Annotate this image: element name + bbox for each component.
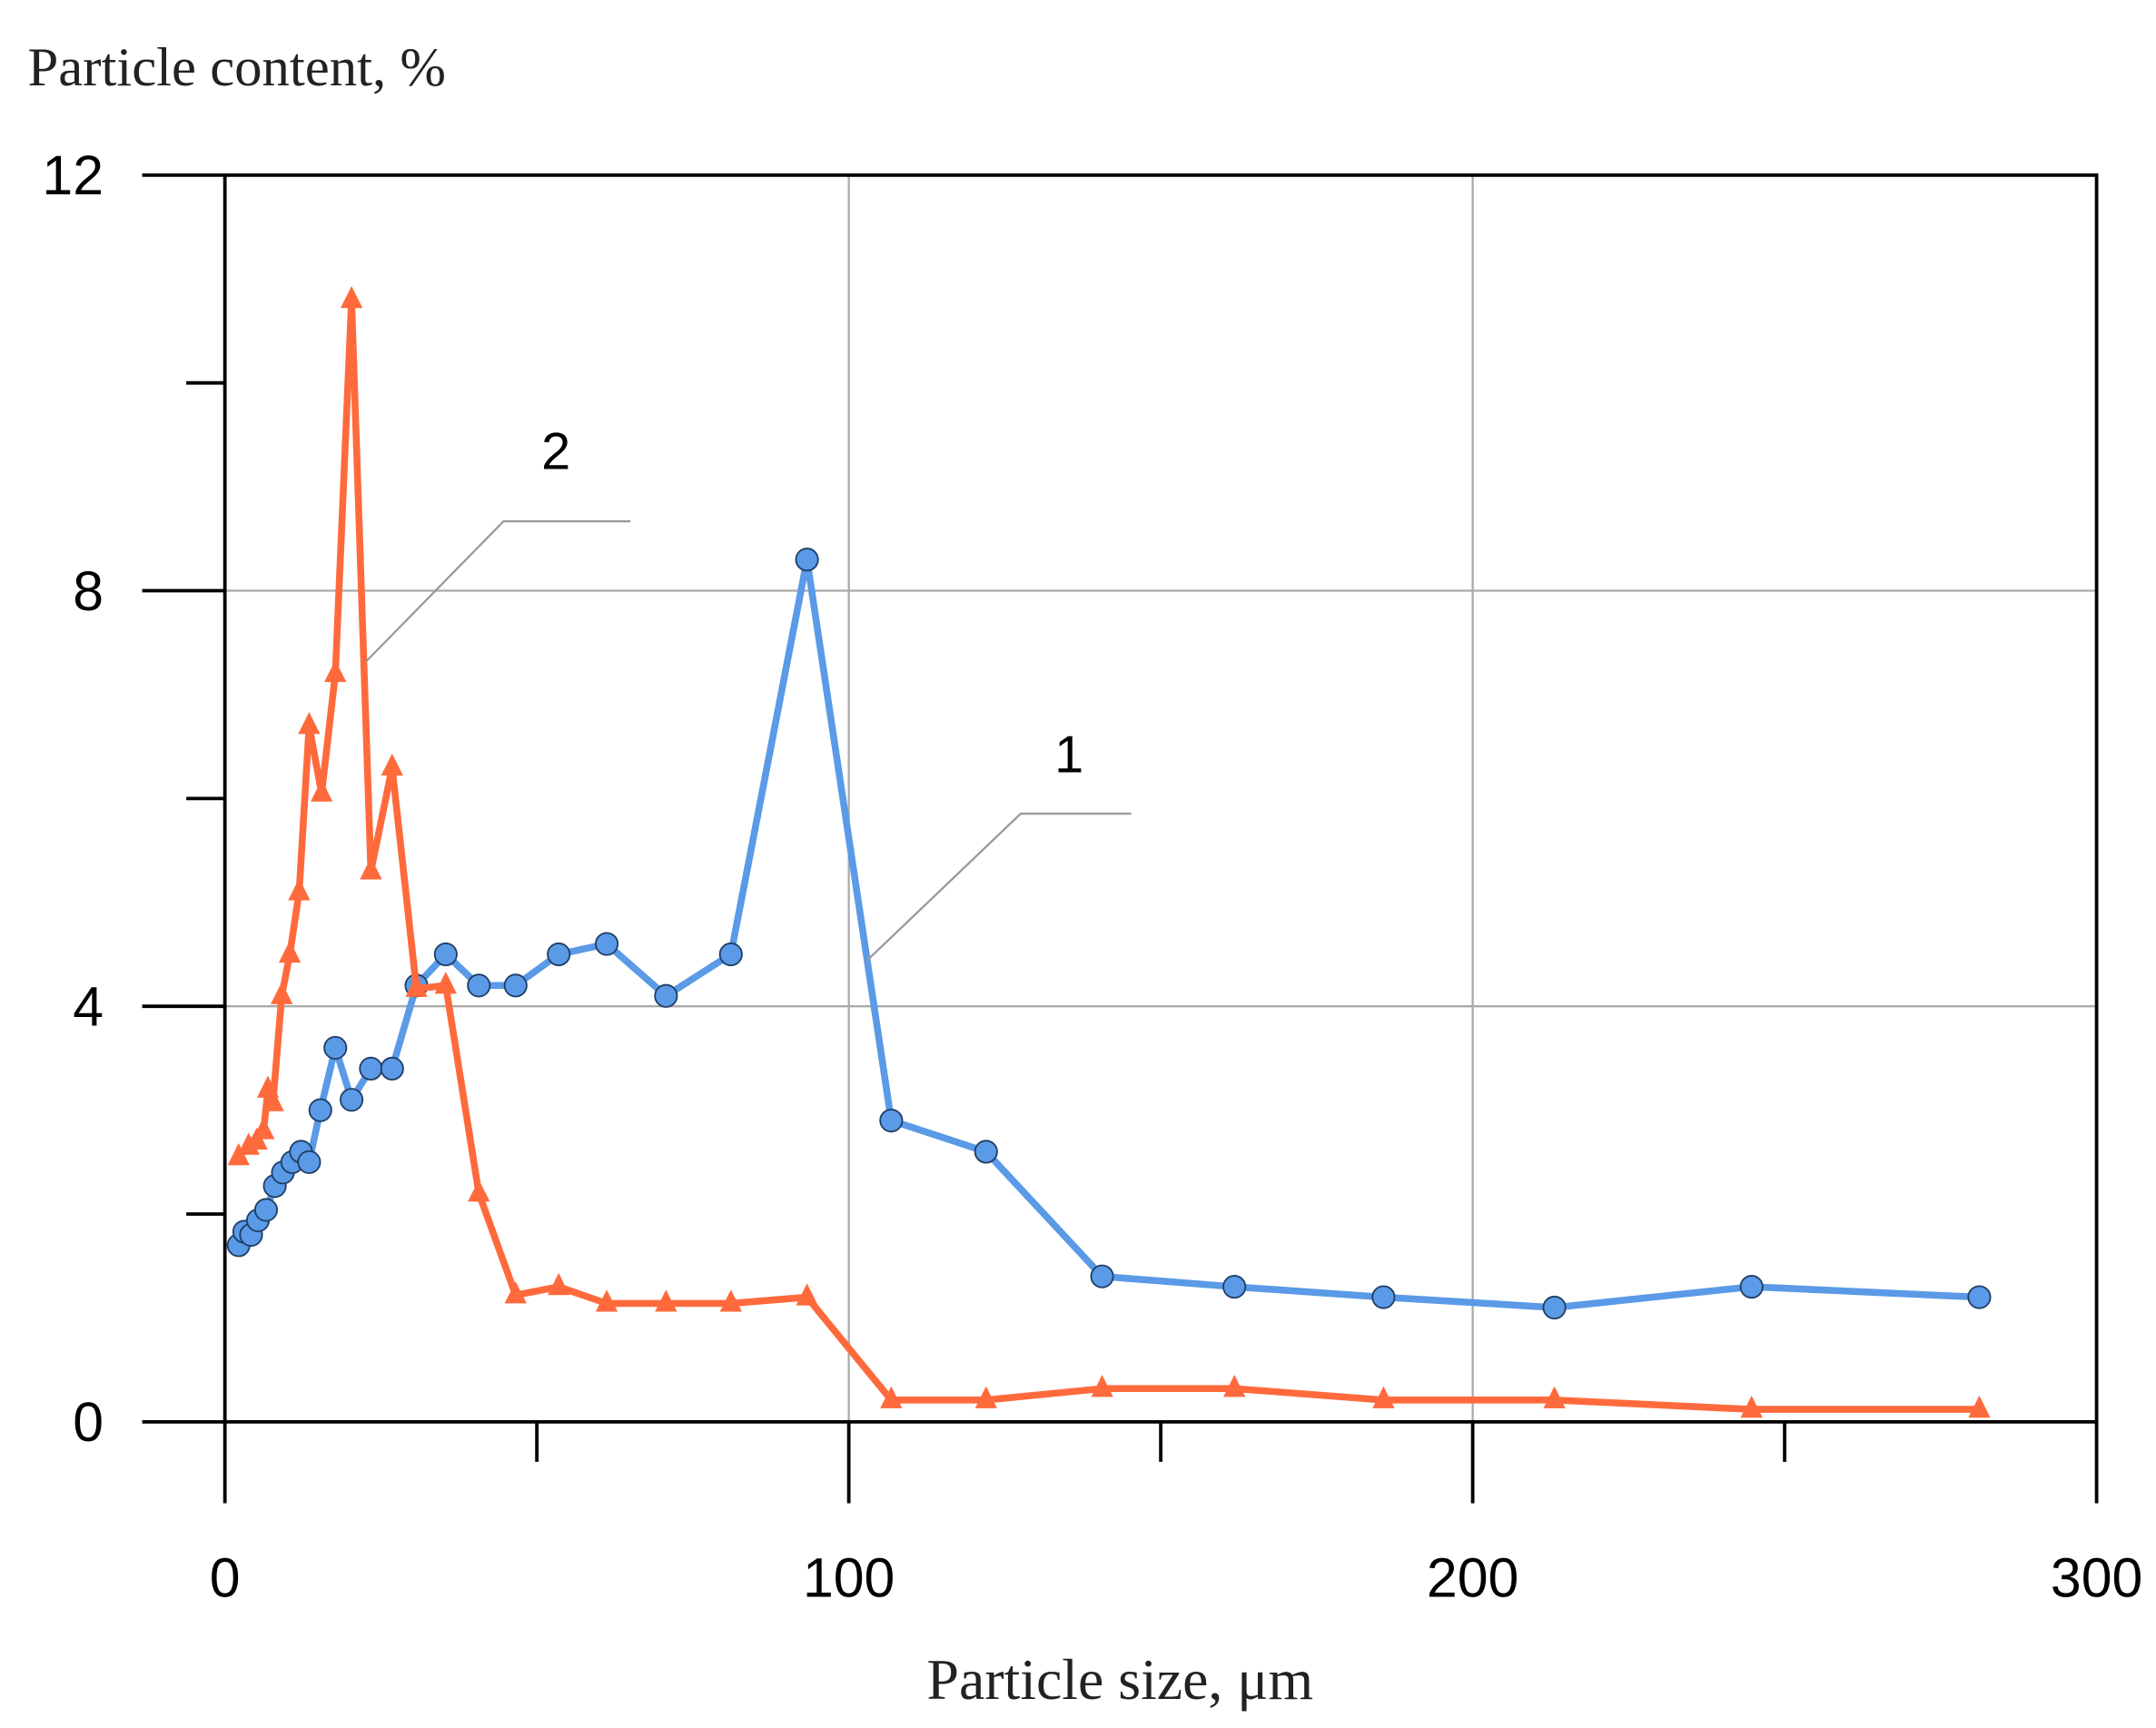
grid: [223, 173, 2098, 1423]
data-point: [288, 878, 311, 901]
data-point: [1543, 1386, 1566, 1408]
data-point: [595, 932, 619, 956]
data-point: [1223, 1375, 1246, 1397]
data-point: [308, 1098, 332, 1122]
x-tick-label: 200: [1427, 1547, 1518, 1609]
data-point: [1739, 1275, 1764, 1299]
data-point: [1090, 1264, 1114, 1289]
data-point: [310, 779, 333, 802]
data-point: [271, 982, 293, 1004]
data-point: [503, 973, 528, 998]
data-point: [1222, 1275, 1247, 1299]
data-point: [405, 974, 428, 997]
data-point: [654, 983, 678, 1008]
x-tick-label: 300: [2051, 1547, 2142, 1609]
data-point: [252, 1117, 275, 1140]
data-point: [468, 1179, 490, 1202]
data-point: [1968, 1395, 1991, 1418]
data-point: [359, 1056, 383, 1081]
data-point: [974, 1386, 997, 1408]
data-point: [879, 1108, 904, 1133]
data-point: [467, 973, 491, 998]
y-tick-label: 0: [73, 1391, 104, 1453]
data-point: [434, 972, 457, 994]
data-point: [298, 712, 321, 735]
plot-border: [223, 173, 2099, 1424]
data-point: [1372, 1386, 1395, 1408]
data-point: [547, 942, 571, 967]
x-axis-label: Particle size, μm: [927, 1647, 1314, 1712]
x-tick-label: 0: [210, 1547, 241, 1609]
series-label: 1: [1054, 726, 1083, 785]
data-point: [340, 1088, 364, 1112]
data-point: [324, 659, 347, 683]
series-label: 2: [541, 422, 570, 480]
data-point: [880, 1386, 903, 1408]
y-tick-label: 12: [42, 144, 104, 206]
chart-title: Particle content, %: [27, 37, 446, 98]
data-point: [974, 1140, 998, 1164]
data-point: [1740, 1395, 1763, 1418]
data-point: [795, 548, 819, 572]
data-point: [595, 1289, 618, 1312]
data-point: [655, 1289, 677, 1312]
data-point: [1371, 1285, 1396, 1309]
data-point: [297, 1150, 321, 1174]
data-point: [1091, 1375, 1113, 1397]
data-point: [381, 753, 403, 776]
leader-line: [364, 519, 631, 663]
series-line: [235, 556, 1980, 1311]
data-point: [360, 857, 382, 880]
data-point: [548, 1272, 570, 1296]
data-point: [719, 1289, 742, 1312]
data-point: [323, 1035, 348, 1061]
y-tick-label: 4: [73, 975, 104, 1037]
data-point: [433, 942, 458, 967]
data-point: [262, 1089, 284, 1111]
data-point: [253, 1198, 279, 1222]
series-line: [236, 296, 1980, 1413]
data-point: [1542, 1295, 1567, 1320]
data-point: [340, 285, 363, 309]
marks: [226, 285, 1992, 1418]
data-point: [278, 940, 302, 963]
annotations: 2 1: [364, 422, 1132, 963]
x-tick-label: 100: [803, 1547, 895, 1609]
data-point: [380, 1056, 404, 1081]
leader-line: [865, 812, 1132, 963]
data-point: [796, 1283, 818, 1306]
data-point: [1967, 1285, 1992, 1309]
y-tick-label: 8: [73, 560, 104, 622]
data-point: [718, 942, 743, 967]
data-point: [504, 1281, 527, 1304]
